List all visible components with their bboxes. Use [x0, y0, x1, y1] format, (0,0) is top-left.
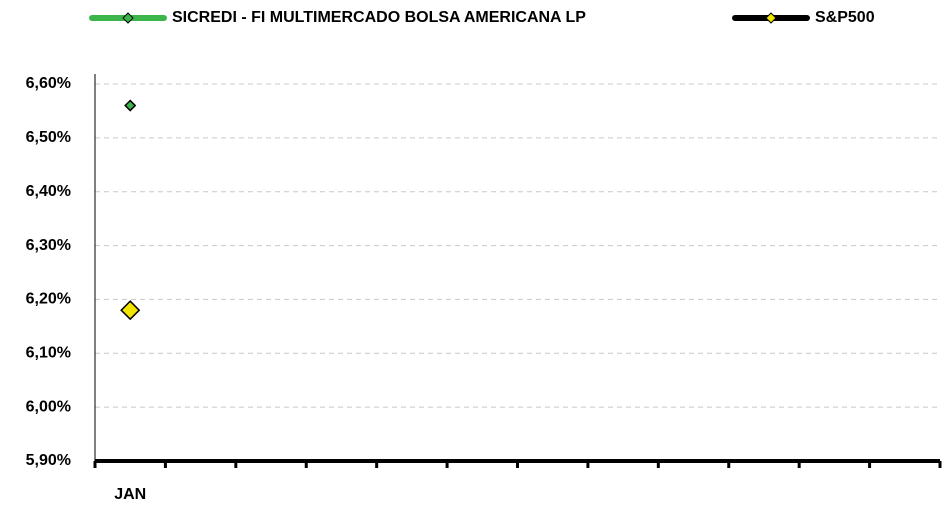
y-tick-label: 6,60% — [26, 75, 71, 92]
y-tick-label: 5,90% — [26, 452, 71, 469]
legend-label: SICREDI - FI MULTIMERCADO BOLSA AMERICAN… — [172, 9, 586, 26]
y-tick-label: 6,10% — [26, 345, 71, 362]
marker — [124, 99, 137, 112]
y-tick-label: 6,50% — [26, 129, 71, 146]
x-tick-label: JAN — [114, 486, 146, 503]
y-tick-label: 6,30% — [26, 237, 71, 254]
legend-marker — [122, 12, 134, 24]
marker — [120, 300, 141, 321]
y-tick-label: 6,40% — [26, 183, 71, 200]
y-tick-label: 6,20% — [26, 291, 71, 308]
legend-marker — [765, 12, 777, 24]
y-tick-label: 6,00% — [26, 398, 71, 415]
legend-label: S&P500 — [815, 9, 875, 26]
